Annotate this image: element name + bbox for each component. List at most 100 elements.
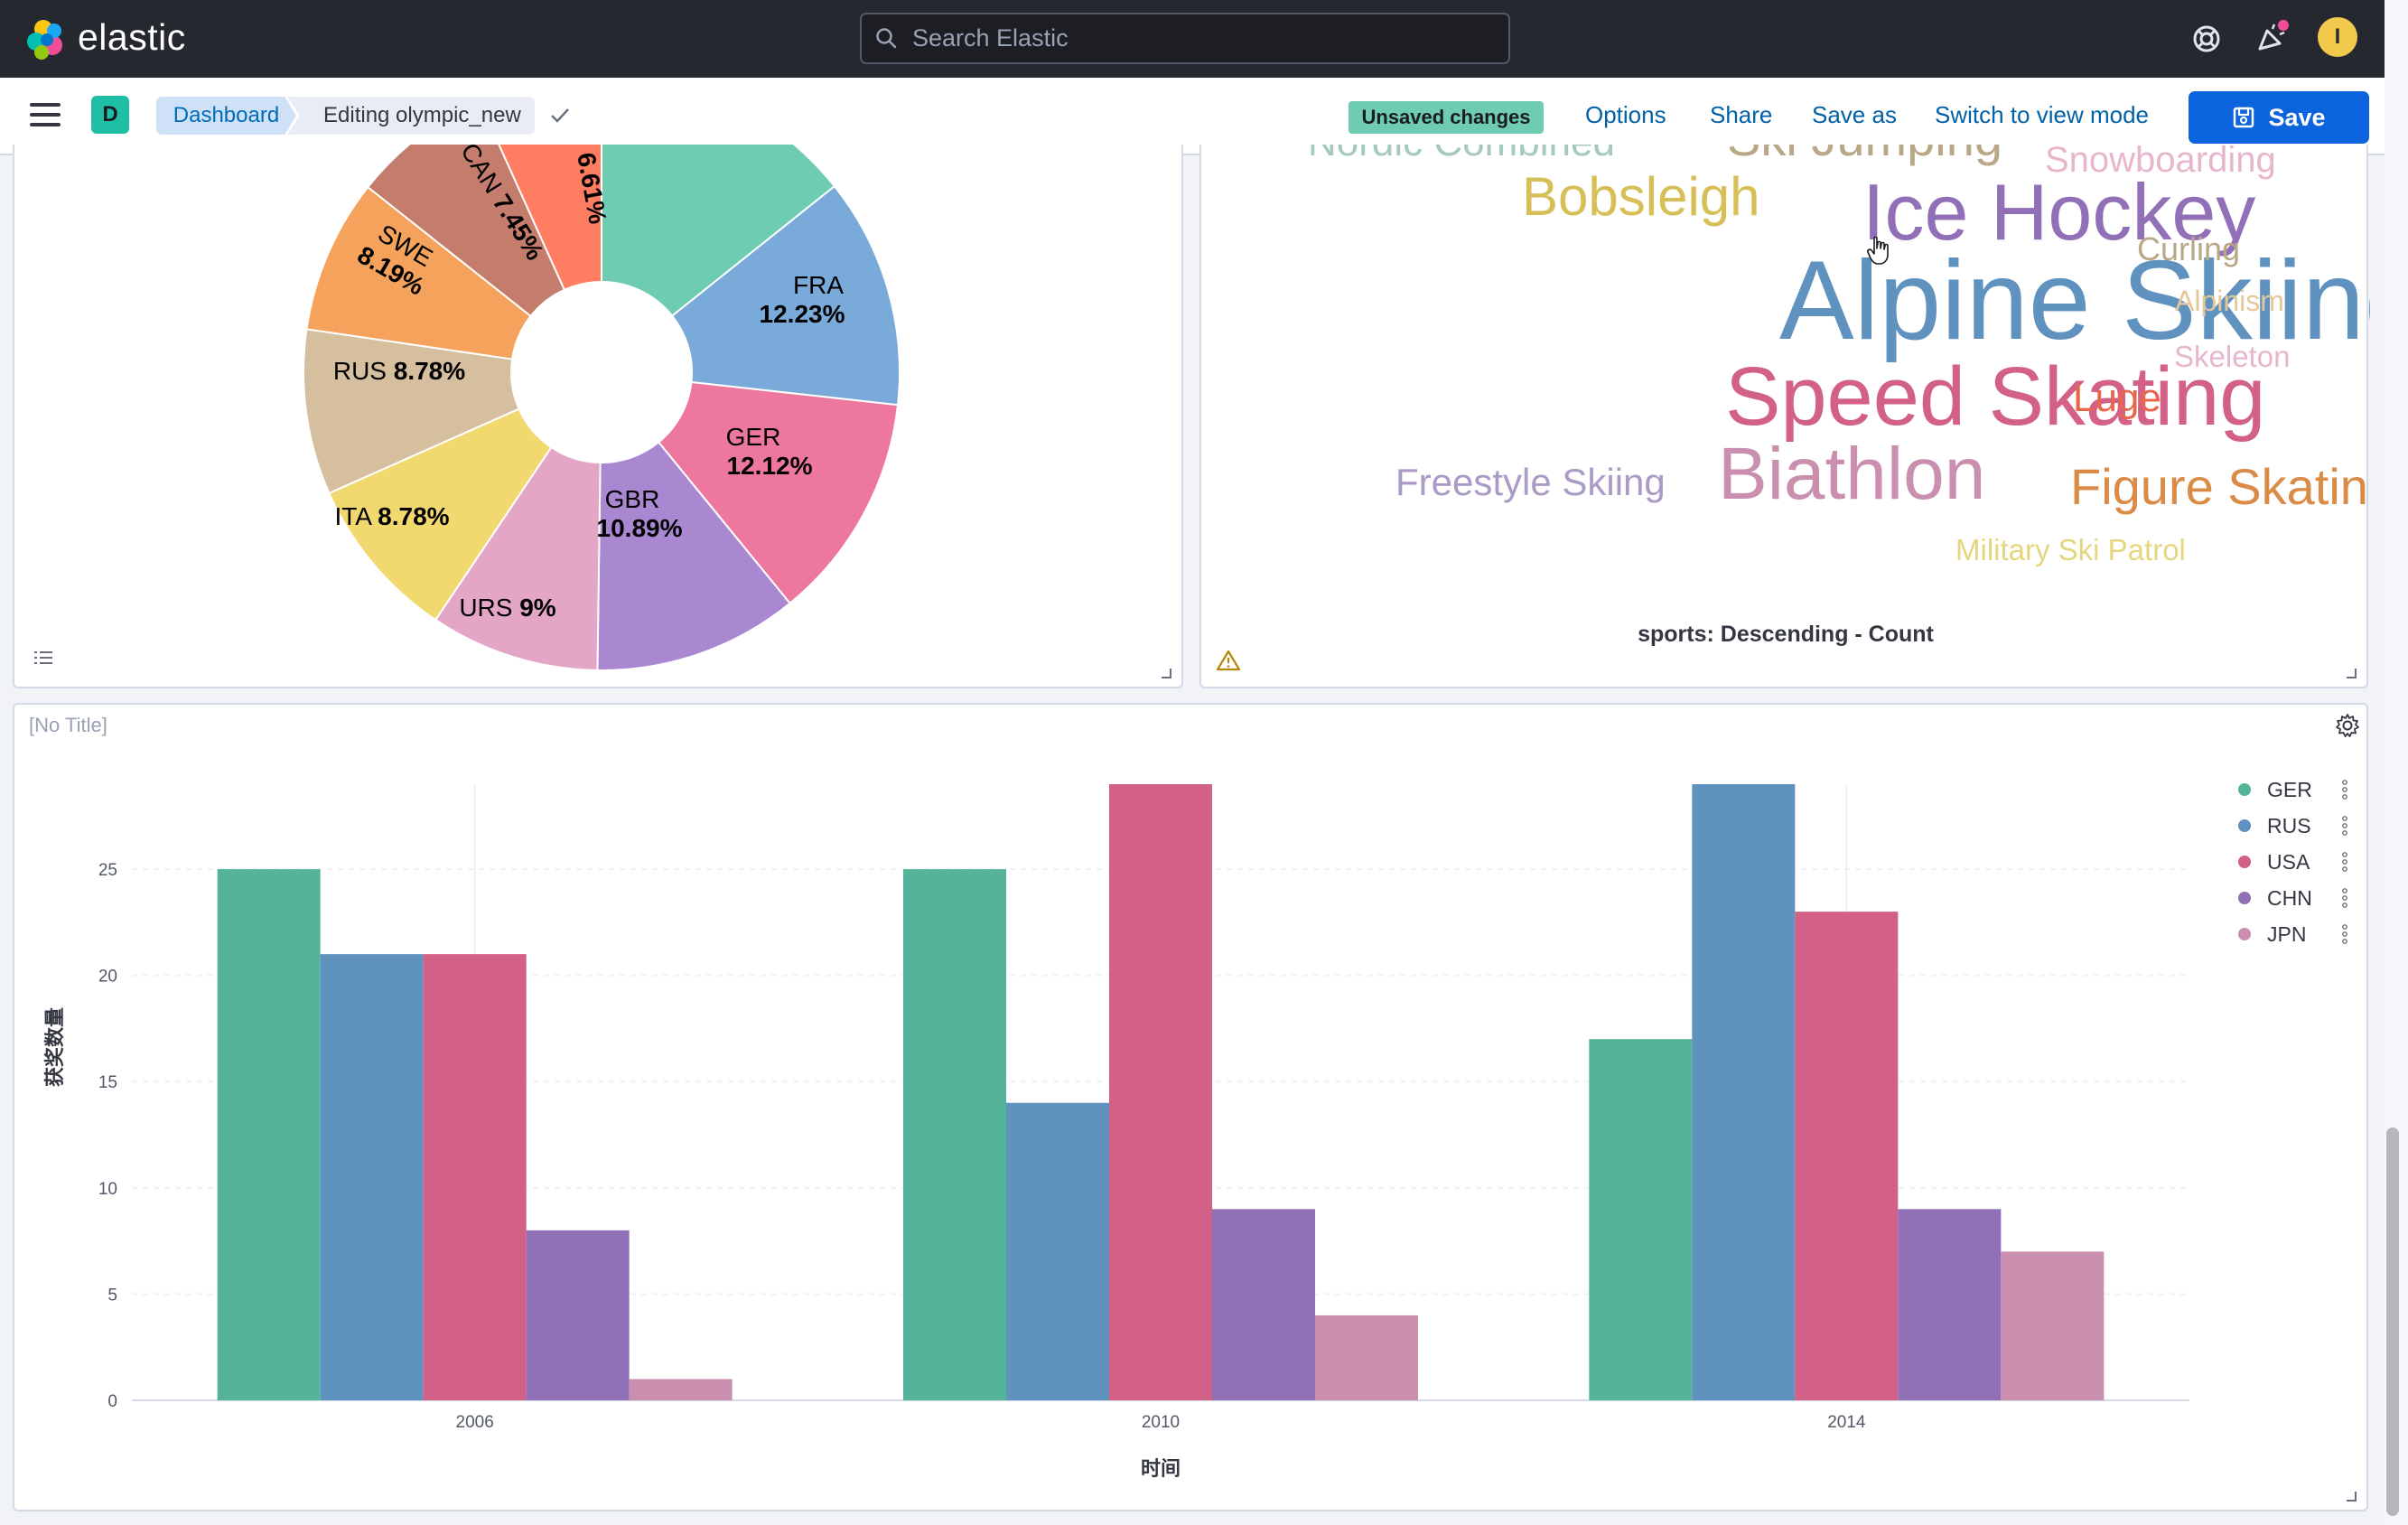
- newsfeed-icon[interactable]: [2253, 20, 2291, 58]
- gear-icon[interactable]: [2334, 712, 2361, 739]
- help-icon[interactable]: [2188, 20, 2226, 58]
- legend-label: USA: [2267, 849, 2310, 874]
- pie-label: ITA 8.78%: [334, 502, 449, 530]
- legend-actions-icon[interactable]: [2341, 888, 2348, 908]
- panel-title: [No Title]: [29, 714, 107, 736]
- tag-cloud-word: Luge: [2073, 376, 2161, 420]
- pie-label: URS 9%: [459, 594, 555, 622]
- y-tick-label: 15: [98, 1073, 117, 1092]
- bar-rus-2010: [1006, 1102, 1109, 1400]
- pie-label: FRA: [793, 271, 844, 299]
- global-search-input[interactable]: Search Elastic: [860, 13, 1510, 64]
- warning-icon[interactable]: [1216, 649, 1241, 672]
- switch-to-view-mode-button[interactable]: Switch to view mode: [1935, 101, 2149, 128]
- pie-label: 12.23%: [760, 300, 845, 328]
- brand-name[interactable]: elastic: [78, 16, 186, 58]
- user-avatar[interactable]: I: [2318, 17, 2357, 57]
- space-avatar[interactable]: D: [91, 96, 129, 134]
- legend-item-ger[interactable]: GER: [2222, 772, 2348, 807]
- legend-label: GER: [2267, 777, 2312, 801]
- pie-label: GER: [726, 423, 781, 451]
- pie-slice-rus: [303, 328, 520, 495]
- pie-label: GBR: [605, 485, 660, 513]
- unsaved-changes-badge: Unsaved changes: [1349, 101, 1544, 134]
- resize-handle-icon[interactable]: [2345, 667, 2357, 679]
- bar-ger-2014: [1589, 1039, 1693, 1400]
- save-icon: [2234, 107, 2254, 128]
- tag-cloud-caption: sports: Descending - Count: [1638, 622, 1934, 647]
- legend-item-jpn[interactable]: JPN: [2222, 917, 2348, 951]
- legend-actions-icon[interactable]: [2341, 924, 2348, 944]
- scrollbar-thumb[interactable]: [2386, 1127, 2399, 1516]
- legend-actions-icon[interactable]: [2341, 816, 2348, 836]
- bar-chn-2006: [526, 1230, 630, 1400]
- tag-cloud-word: Alpinism: [2175, 285, 2284, 317]
- save-button[interactable]: Save: [2189, 91, 2369, 144]
- x-tick-label: 2010: [1142, 1413, 1180, 1432]
- pie-label: 12.12%: [727, 452, 813, 480]
- pie-chart-panel[interactable]: FRA 12.23% GER 12.12% GBR 10.89% URS 9% ITA 8.7…: [13, 145, 1183, 688]
- pie-label: RUS 8.78%: [333, 357, 465, 385]
- save-as-button[interactable]: Save as: [1812, 101, 1897, 128]
- bar-ger-2010: [903, 869, 1006, 1400]
- legend-label: CHN: [2267, 885, 2312, 910]
- bar-chart-panel[interactable]: [No Title] 0 5 10 15 20 25 2006 2010 2014 时间 获奖数量: [13, 703, 2368, 1511]
- resize-handle-icon[interactable]: [1160, 667, 1172, 679]
- bar-ger-2006: [217, 869, 321, 1400]
- legend-actions-icon[interactable]: [2341, 780, 2348, 800]
- legend-actions-icon[interactable]: [2341, 852, 2348, 872]
- y-tick-label: 10: [98, 1180, 117, 1199]
- y-tick-label: 0: [107, 1392, 117, 1411]
- y-tick-label: 20: [98, 968, 117, 987]
- share-button[interactable]: Share: [1710, 101, 1773, 128]
- legend-swatch: [2238, 856, 2251, 868]
- menu-toggle-icon[interactable]: [30, 103, 61, 128]
- tag-cloud-word: Figure Skating: [2070, 458, 2370, 515]
- hand-cursor-icon: [1867, 236, 1889, 265]
- global-header: elastic Search Elastic I: [0, 0, 2385, 78]
- bar-chart: 0 5 10 15 20 25 2006 2010 2014 时间 获奖数量: [43, 784, 2189, 1481]
- bar-jpn-2014: [2001, 1251, 2105, 1400]
- legend-item-chn[interactable]: CHN: [2222, 881, 2348, 915]
- search-placeholder: Search Elastic: [912, 24, 1069, 51]
- tag-cloud-panel[interactable]: Alpine Skiing Speed Skating Ice Hockey Biat…: [1199, 145, 2370, 688]
- y-axis-title: 获奖数量: [43, 1007, 67, 1087]
- tag-cloud-word: Biathlon: [1718, 433, 1985, 515]
- tag-cloud-word: Freestyle Skiing: [1395, 461, 1666, 503]
- check-icon: [551, 108, 569, 123]
- breadcrumb-current: Editing olympic_new: [287, 97, 535, 135]
- search-icon: [876, 28, 897, 49]
- bar-usa-2010: [1109, 784, 1212, 1400]
- tag-cloud-word: Speed Skating: [1725, 351, 2265, 443]
- x-tick-label: 2014: [1827, 1413, 1866, 1432]
- legend-swatch: [2238, 783, 2251, 796]
- options-button[interactable]: Options: [1585, 101, 1666, 128]
- legend-toggle-icon[interactable]: [33, 649, 54, 667]
- pie-slice-9: [498, 145, 602, 292]
- bar-jpn-2010: [1315, 1314, 1418, 1400]
- legend-item-usa[interactable]: USA: [2222, 845, 2348, 879]
- bar-chn-2010: [1212, 1209, 1315, 1400]
- legend-swatch: [2238, 928, 2251, 940]
- tag-cloud-word: Skeleton: [2174, 340, 2290, 373]
- tag-cloud-word: Bobsleigh: [1522, 166, 1760, 227]
- pie-label: 10.89%: [597, 514, 683, 542]
- y-tick-label: 5: [107, 1286, 117, 1305]
- pie-slice-fra: [670, 184, 901, 407]
- bar-rus-2014: [1692, 784, 1796, 1400]
- resize-handle-icon[interactable]: [2345, 1490, 2357, 1502]
- y-tick-label: 25: [98, 861, 117, 880]
- elastic-logo[interactable]: [25, 18, 69, 61]
- legend-swatch: [2238, 892, 2251, 904]
- tag-cloud-word: Ice Hockey: [1862, 167, 2255, 257]
- pie-slice-0: [601, 145, 836, 318]
- pie-slice-ita: [328, 407, 553, 622]
- bar-usa-2014: [1795, 912, 1899, 1400]
- bar-usa-2006: [423, 954, 527, 1400]
- tag-cloud-word: Ski Jumping: [1727, 145, 2002, 166]
- tag-cloud-word: Curling: [2137, 230, 2240, 267]
- breadcrumb-dashboard[interactable]: Dashboard: [156, 97, 296, 135]
- legend-item-rus[interactable]: RUS: [2222, 809, 2348, 843]
